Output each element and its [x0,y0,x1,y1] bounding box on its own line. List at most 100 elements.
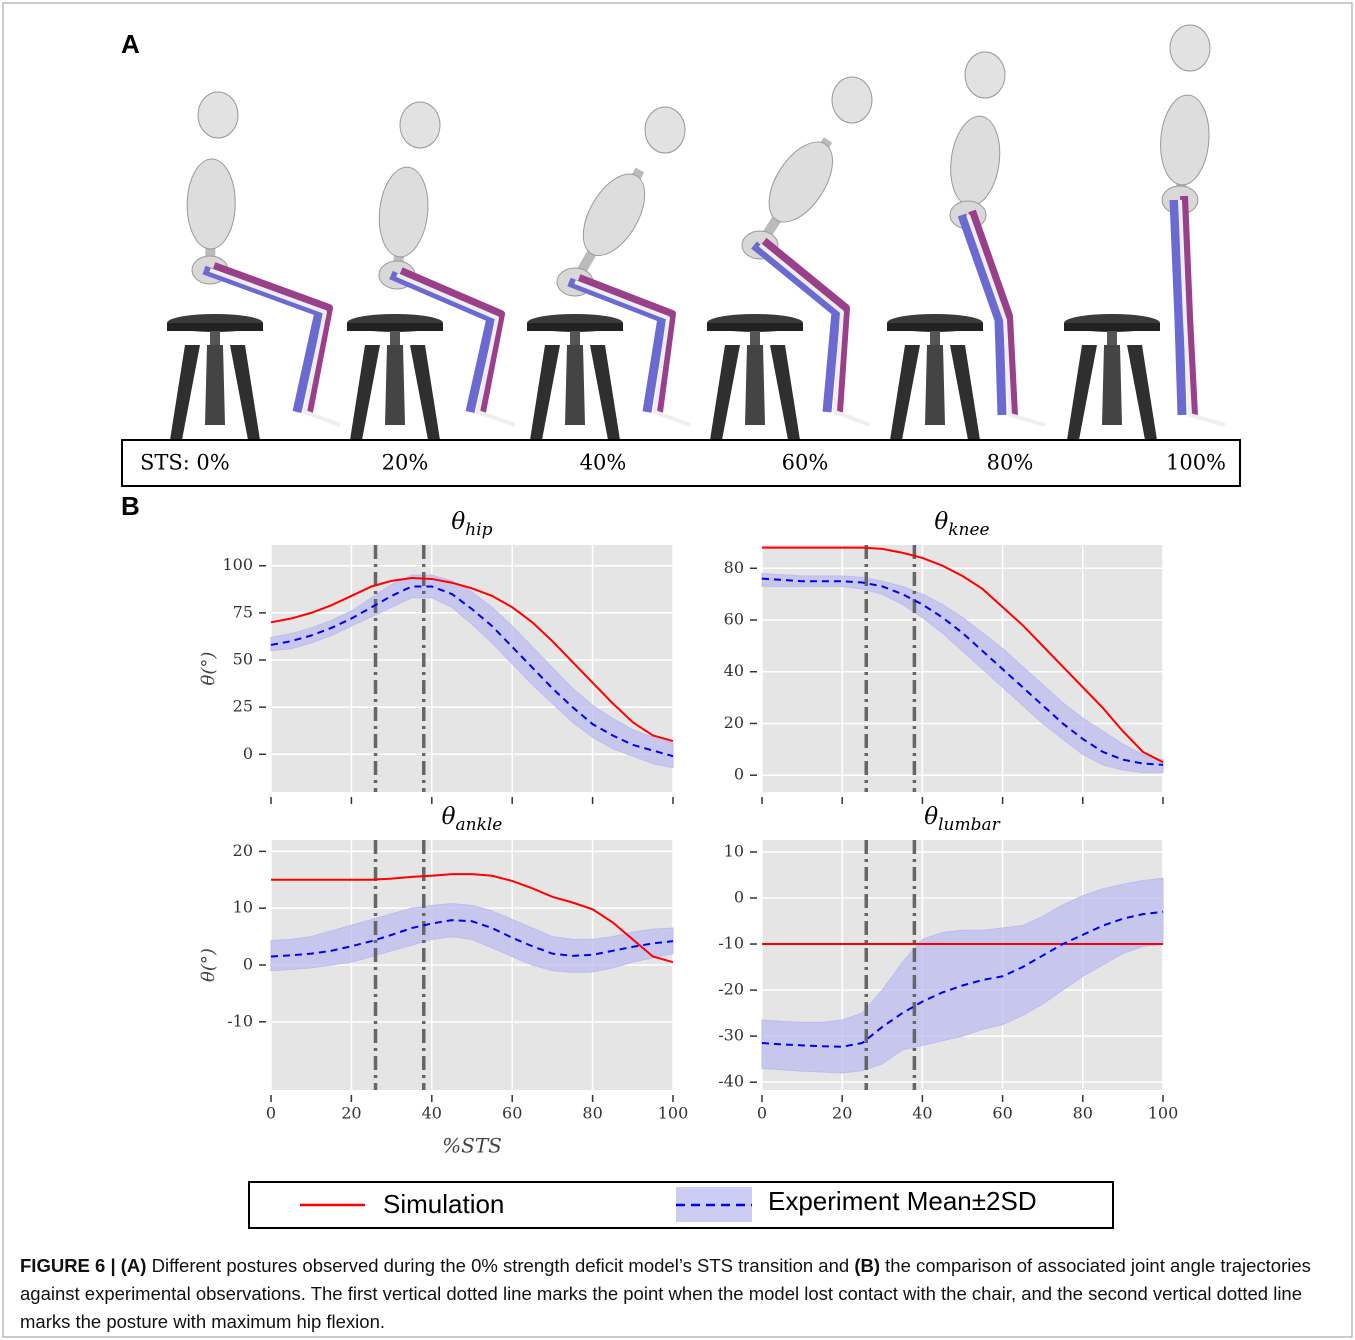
y-tick-label: 50 [233,650,253,669]
y-tick-label: -20 [718,980,744,999]
caption-run: FIGURE 6 | (A) [20,1255,146,1276]
skull [1170,25,1210,71]
x-tick-label: 100 [658,1104,689,1123]
ribcage [756,131,845,233]
stool-leg [1067,345,1097,440]
sts-value: 80% [987,451,1034,475]
caption-run: Different postures observed during the 0… [146,1255,854,1276]
chart-title: θknee [934,509,989,540]
y-tick-label: 0 [243,955,253,974]
y-tick-label: 20 [724,713,744,732]
ribcage [186,159,236,250]
title-symbol: θ [924,804,938,830]
x-tick-label: 20 [832,1104,852,1123]
x-tick-label: 100 [1148,1104,1179,1123]
stool-leg [350,345,380,440]
title-subscript: lumbar [938,815,1001,835]
leg-bone [760,245,870,425]
sts-value: 60% [782,451,829,475]
y-tick-label: 40 [724,661,744,680]
stool-rim [347,323,443,331]
stool-leg [710,345,740,440]
skull [198,92,238,138]
stool-leg [950,345,980,440]
sts-box [122,440,1240,486]
y-axis-label: θ(°) [198,652,219,686]
x-tick-label: 0 [757,1104,767,1123]
posture-illustrations [167,25,1225,440]
caption-run: (B) [854,1255,880,1276]
ribcage [571,164,658,266]
y-tick-label: 100 [222,555,253,574]
y-tick-label: 20 [233,841,253,860]
y-tick-label: 10 [724,841,744,860]
y-tick-label: -40 [718,1072,744,1091]
x-tick-label: 60 [502,1104,522,1123]
stool-leg [590,345,620,440]
stool-leg [890,345,920,440]
figure-canvas: A STS: B Simulation Experiment Mean±2SD 0… [0,0,1355,1340]
title-subscript: hip [465,520,492,540]
stool-rim [527,323,623,331]
x-tick-label: 40 [422,1104,442,1123]
y-tick-label: 0 [243,744,253,763]
x-tick-label: 60 [992,1104,1012,1123]
ribcage [945,113,1004,209]
stool-leg [170,345,200,440]
skull [965,52,1005,98]
legend-label: Experiment Mean±2SD [768,1186,1037,1216]
title-subscript: ankle [455,815,502,835]
stool-leg [925,345,945,425]
x-axis-label: %STS [442,1134,502,1158]
figure: A STS: B Simulation Experiment Mean±2SD 0… [0,0,1355,1340]
chart-title: θankle [442,804,503,835]
title-subscript: knee [948,520,989,540]
skull [400,102,440,148]
stool-leg [1102,345,1122,425]
stool-leg [770,345,800,440]
stool-leg [1127,345,1157,440]
y-tick-label: 25 [233,697,253,716]
y-tick-label: 60 [724,610,744,629]
y-tick-label: 80 [724,558,744,577]
x-tick-label: 40 [912,1104,932,1123]
y-tick-label: -30 [718,1026,744,1045]
sts-value: 40% [580,451,627,475]
stool-rim [1064,323,1160,331]
stool-leg [530,345,560,440]
sts-label: STS: [140,451,190,475]
x-tick-label: 0 [266,1104,276,1123]
x-tick-label: 80 [582,1104,602,1123]
stool-rim [167,323,263,331]
x-tick-label: 80 [1073,1104,1093,1123]
sts-value: 20% [382,451,429,475]
x-tick-label: 20 [341,1104,361,1123]
y-axis-label: θ(°) [198,948,219,982]
stool-rim [887,323,983,331]
stool-leg [385,345,405,425]
y-tick-label: -10 [227,1011,253,1030]
legend-label: Simulation [383,1189,504,1219]
y-tick-label: 0 [734,888,744,907]
title-symbol: θ [451,509,465,535]
y-tick-label: 75 [233,602,253,621]
stool-leg [205,345,225,425]
title-symbol: θ [934,509,948,535]
title-symbol: θ [442,804,456,830]
panel-label: A [121,29,140,59]
legend: Simulation Experiment Mean±2SD [249,1182,1113,1228]
stool-rim [707,323,803,331]
skull [832,77,872,123]
y-tick-label: 10 [233,898,253,917]
stool-leg [230,345,260,440]
y-tick-label: -10 [718,934,744,953]
skull [645,107,685,153]
chart-title: θhip [451,509,492,540]
stool-leg [745,345,765,425]
y-tick-label: 0 [734,765,744,784]
caption: FIGURE 6 | (A) Different postures observ… [20,1252,1320,1336]
ribcage [1157,93,1212,187]
sts-value: 100% [1166,451,1226,475]
panel-label: B [121,491,140,521]
stool-leg [410,345,440,440]
